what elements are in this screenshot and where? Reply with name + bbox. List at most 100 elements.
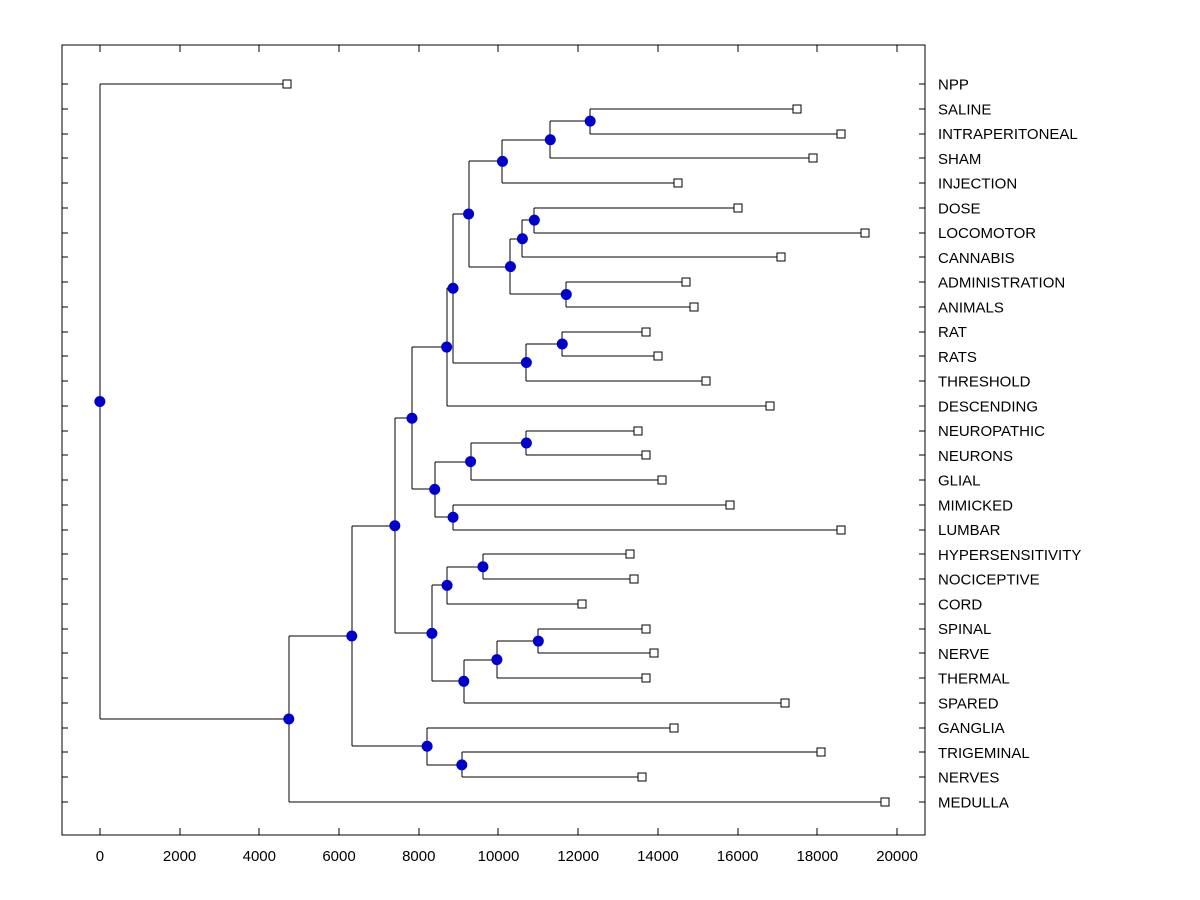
x-tick-label: 16000 xyxy=(717,848,759,865)
leaf-label: NEURONS xyxy=(938,448,1013,465)
leaf-label: TRIGEMINAL xyxy=(938,745,1030,762)
leaf-marker xyxy=(701,376,711,386)
leaf-marker xyxy=(836,129,846,139)
leaf-label: LUMBAR xyxy=(938,522,1001,539)
leaf-marker xyxy=(836,525,846,535)
leaf-marker xyxy=(629,574,639,584)
leaf-label: RAT xyxy=(938,324,967,341)
cluster-node-dot xyxy=(283,713,295,725)
leaf-label: NEUROPATHIC xyxy=(938,423,1045,440)
leaf-label: THERMAL xyxy=(938,671,1010,688)
leaf-label: GLIAL xyxy=(938,473,981,490)
x-tick-label: 2000 xyxy=(163,848,196,865)
cluster-node-dot xyxy=(426,627,438,639)
leaf-marker xyxy=(780,698,790,708)
cluster-node-dot xyxy=(441,579,453,591)
leaf-label: NPP xyxy=(938,77,969,94)
cluster-node-dot xyxy=(94,396,106,408)
cluster-node-dot xyxy=(528,214,540,226)
cluster-node-dot xyxy=(520,357,532,369)
cluster-node-dot xyxy=(456,759,468,771)
leaf-label: SPARED xyxy=(938,695,999,712)
leaf-marker xyxy=(625,549,635,559)
leaf-marker xyxy=(816,747,826,757)
x-tick-label: 0 xyxy=(96,848,104,865)
cluster-node-dot xyxy=(406,412,418,424)
x-tick-label: 8000 xyxy=(402,848,435,865)
cluster-node-dot xyxy=(544,134,556,146)
leaf-label: GANGLIA xyxy=(938,720,1005,737)
leaf-marker xyxy=(776,252,786,262)
cluster-node-dot xyxy=(441,341,453,353)
cluster-node-dot xyxy=(584,115,596,127)
leaf-marker xyxy=(673,178,683,188)
leaf-marker xyxy=(733,203,743,213)
cluster-node-dot xyxy=(504,261,516,273)
leaf-label: SALINE xyxy=(938,101,991,118)
cluster-node-dot xyxy=(429,483,441,495)
leaf-marker xyxy=(577,599,587,609)
cluster-node-dot xyxy=(465,456,477,468)
x-tick-label: 12000 xyxy=(557,848,599,865)
cluster-node-dot xyxy=(516,233,528,245)
leaf-marker xyxy=(641,624,651,634)
leaf-label: MIMICKED xyxy=(938,497,1013,514)
leaf-marker xyxy=(792,104,802,114)
leaf-marker xyxy=(649,648,659,658)
leaf-label: NERVES xyxy=(938,770,999,787)
leaf-label: RATS xyxy=(938,349,977,366)
cluster-node-dot xyxy=(520,437,532,449)
leaf-marker xyxy=(725,500,735,510)
cluster-node-dot xyxy=(421,740,433,752)
cluster-node-dot xyxy=(496,155,508,167)
leaf-marker xyxy=(860,228,870,238)
leaf-marker xyxy=(880,797,890,807)
leaf-label: NOCICEPTIVE xyxy=(938,572,1040,589)
leaf-label: LOCOMOTOR xyxy=(938,225,1036,242)
cluster-node-dot xyxy=(447,282,459,294)
leaf-label: DESCENDING xyxy=(938,398,1038,415)
cluster-node-dot xyxy=(463,208,475,220)
leaf-marker xyxy=(641,450,651,460)
leaf-label: NERVE xyxy=(938,646,989,663)
leaf-marker xyxy=(689,302,699,312)
cluster-node-dot xyxy=(491,654,503,666)
cluster-node-dot xyxy=(458,675,470,687)
cluster-node-dot xyxy=(477,561,489,573)
cluster-node-dot xyxy=(556,338,568,350)
leaf-label: ADMINISTRATION xyxy=(938,275,1065,292)
leaf-marker xyxy=(633,426,643,436)
x-tick-label: 10000 xyxy=(478,848,520,865)
leaf-label: DOSE xyxy=(938,200,981,217)
leaf-marker xyxy=(681,277,691,287)
cluster-node-dot xyxy=(560,288,572,300)
leaf-label: CANNABIS xyxy=(938,250,1015,267)
leaf-label: MEDULLA xyxy=(938,794,1009,811)
leaf-label: HYPERSENSITIVITY xyxy=(938,547,1081,564)
leaf-label: SHAM xyxy=(938,151,981,168)
leaf-marker xyxy=(765,401,775,411)
leaf-marker xyxy=(657,475,667,485)
leaf-marker xyxy=(669,723,679,733)
leaf-marker xyxy=(282,79,292,89)
leaf-marker xyxy=(641,327,651,337)
x-tick-label: 14000 xyxy=(637,848,679,865)
cluster-node-dot xyxy=(447,511,459,523)
leaf-label: INJECTION xyxy=(938,176,1017,193)
leaf-label: THRESHOLD xyxy=(938,374,1031,391)
cluster-node-dot xyxy=(389,520,401,532)
leaf-marker xyxy=(808,153,818,163)
leaf-label: SPINAL xyxy=(938,621,991,638)
leaf-label: INTRAPERITONEAL xyxy=(938,126,1078,143)
leaf-label: ANIMALS xyxy=(938,299,1004,316)
x-tick-label: 18000 xyxy=(797,848,839,865)
leaf-marker xyxy=(653,351,663,361)
x-tick-label: 6000 xyxy=(322,848,355,865)
leaf-label: CORD xyxy=(938,596,982,613)
cluster-node-dot xyxy=(346,630,358,642)
leaf-marker xyxy=(637,772,647,782)
plot-box xyxy=(61,44,926,836)
cluster-node-dot xyxy=(532,635,544,647)
